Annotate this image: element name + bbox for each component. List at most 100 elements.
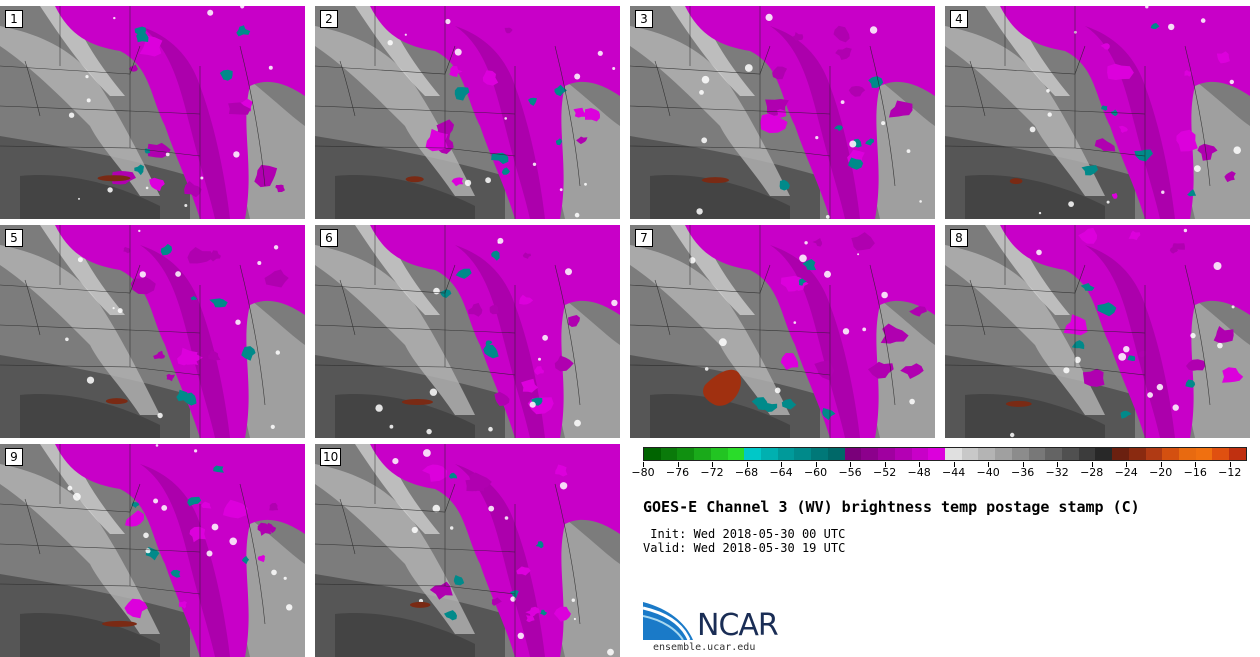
colorbar-tick-mark	[1195, 462, 1197, 467]
ncar-logo-text: NCAR	[697, 608, 779, 643]
stamp-panel-6: 6	[315, 225, 620, 438]
colorbar-tick-mark	[1091, 462, 1093, 467]
colorbar-swatch	[1145, 448, 1163, 460]
colorbar-swatch	[995, 448, 1012, 460]
colorbar-tick-label: −52	[872, 466, 897, 479]
colorbar-tick-mark	[1057, 462, 1059, 467]
colorbar-tick-mark	[1022, 462, 1024, 467]
colorbar-tick-mark	[815, 462, 817, 467]
panel-number: 7	[635, 229, 653, 247]
colorbar-swatch	[660, 448, 678, 460]
panel-number: 10	[320, 448, 342, 466]
colorbar-swatch	[694, 448, 711, 460]
colorbar-swatch	[727, 448, 745, 460]
colorbar-tick-mark	[953, 462, 955, 467]
colorbar-swatch	[861, 448, 879, 460]
colorbar-swatch	[794, 448, 812, 460]
stamp-panel-1: 1	[0, 6, 305, 219]
colorbar-tick-label: −80	[631, 466, 655, 479]
stamp-panel-4: 4	[945, 6, 1250, 219]
colorbar-tick-label: −24	[1114, 466, 1138, 479]
colorbar-swatch	[1195, 448, 1213, 460]
colorbar-swatch	[894, 448, 912, 460]
colorbar-tick-label: −32	[1045, 466, 1069, 479]
colorbar-swatch	[1112, 448, 1129, 460]
colorbar	[643, 447, 1247, 461]
panel-number: 5	[5, 229, 23, 247]
stamp-panel-5: 5	[0, 225, 305, 438]
colorbar-tick-label: −72	[700, 466, 724, 479]
panel-number: 2	[320, 10, 338, 28]
colorbar-swatch	[1011, 448, 1029, 460]
colorbar-tick-label: −16	[1183, 466, 1207, 479]
colorbar-tick-mark	[1126, 462, 1128, 467]
colorbar-tick-label: −48	[907, 466, 931, 479]
colorbar-tick-mark	[850, 462, 852, 467]
colorbar-ticks: −80 −76 −72 −68 −64 −60 −56 −52 −48 −44 −40 −36 −32−…	[631, 462, 1247, 482]
colorbar-tick-mark	[919, 462, 921, 467]
colorbar-swatch	[1212, 448, 1230, 460]
colorbar-tick-label: −60	[803, 466, 828, 479]
colorbar-tick-label: −12	[1218, 466, 1242, 479]
colorbar-swatch	[744, 448, 762, 460]
site-url: ensemble.ucar.edu	[653, 642, 756, 653]
colorbar-swatch	[777, 448, 795, 460]
colorbar-swatch	[928, 448, 945, 460]
colorbar-tick-mark	[884, 462, 886, 467]
colorbar-swatch	[761, 448, 778, 460]
time-info: Init: Wed 2018-05-30 00 UTC Valid: Wed 2…	[643, 527, 845, 555]
stamp-panel-8: 8	[945, 225, 1250, 438]
colorbar-tick-mark	[643, 462, 644, 467]
colorbar-swatch	[710, 448, 728, 460]
panel-number: 8	[950, 229, 968, 247]
colorbar-tick-mark	[988, 462, 990, 467]
colorbar-tick-mark	[677, 462, 679, 467]
colorbar-tick-label: −76	[665, 466, 690, 479]
panel-number: 1	[5, 10, 23, 28]
panel-number: 9	[5, 448, 23, 466]
colorbar-swatch	[827, 448, 845, 460]
colorbar-tick-mark	[1160, 462, 1162, 467]
valid-time: Valid: Wed 2018-05-30 19 UTC	[643, 541, 846, 555]
init-time: Init: Wed 2018-05-30 00 UTC	[643, 527, 846, 541]
colorbar-swatch	[844, 448, 862, 460]
panel-number: 6	[320, 229, 338, 247]
stamp-panel-3: 3	[630, 6, 935, 219]
colorbar-tick-label: −44	[942, 466, 966, 479]
colorbar-tick-label: −36	[1011, 466, 1035, 479]
colorbar-swatch	[1095, 448, 1113, 460]
colorbar-swatch	[1229, 448, 1246, 460]
colorbar-swatch	[1179, 448, 1196, 460]
figure-title: GOES-E Channel 3 (WV) brightness temp po…	[643, 498, 1140, 516]
colorbar-tick-label: −56	[838, 466, 862, 479]
panel-number: 3	[635, 10, 653, 28]
colorbar-tick-label: −20	[1149, 466, 1173, 479]
colorbar-swatch	[644, 448, 661, 460]
colorbar-tick-label: −28	[1080, 466, 1104, 479]
colorbar-swatch	[1061, 448, 1079, 460]
colorbar-swatch	[1045, 448, 1062, 460]
colorbar-swatch	[961, 448, 979, 460]
colorbar-tick-mark	[746, 462, 748, 467]
colorbar-swatch	[878, 448, 895, 460]
colorbar-tick-mark	[712, 462, 714, 467]
colorbar-tick-mark	[1229, 462, 1231, 467]
colorbar-swatch	[944, 448, 962, 460]
panel-number: 4	[950, 10, 968, 28]
colorbar-tick-label: −64	[769, 466, 793, 479]
colorbar-swatch	[978, 448, 996, 460]
colorbar-tick-mark	[781, 462, 783, 467]
colorbar-tick-label: −40	[976, 466, 1000, 479]
colorbar-swatch	[1028, 448, 1046, 460]
colorbar-swatch	[1128, 448, 1146, 460]
colorbar-tick-label: −68	[734, 466, 759, 479]
colorbar-swatch	[811, 448, 828, 460]
stamp-panel-10: 10	[315, 444, 620, 657]
stamp-panel-9: 9	[0, 444, 305, 657]
ncar-logo-icon	[643, 602, 693, 641]
stamp-panel-2: 2	[315, 6, 620, 219]
colorbar-swatch	[1162, 448, 1179, 460]
stamp-panel-7: 7	[630, 225, 935, 438]
colorbar-swatch	[677, 448, 695, 460]
colorbar-swatch	[1078, 448, 1096, 460]
